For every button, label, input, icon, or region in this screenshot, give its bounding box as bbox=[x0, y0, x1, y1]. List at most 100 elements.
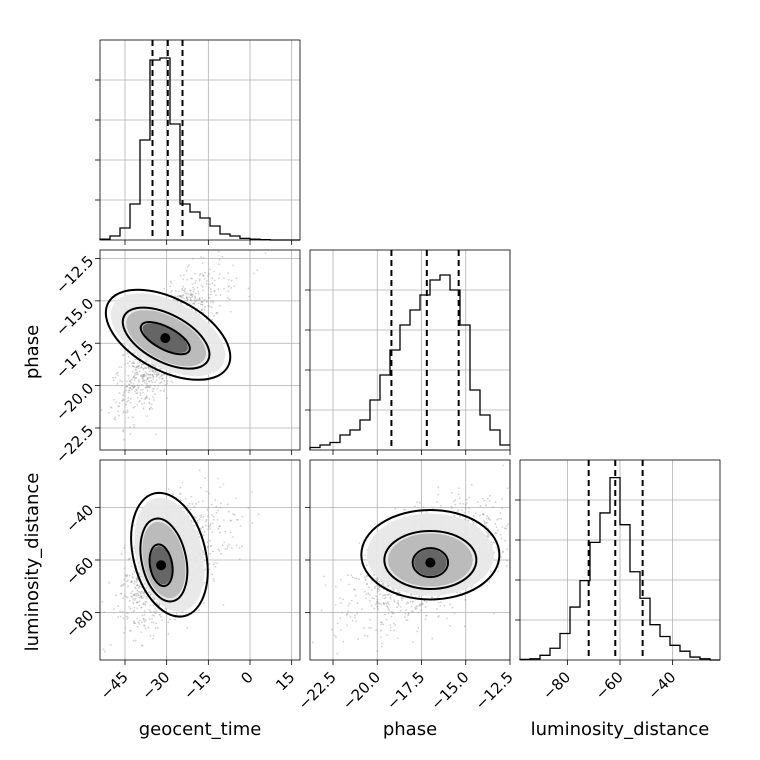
sample-point bbox=[489, 534, 492, 536]
sample-point bbox=[152, 388, 154, 390]
sample-point bbox=[137, 379, 140, 381]
sample-point bbox=[148, 609, 151, 612]
sample-point bbox=[137, 367, 140, 369]
sample-point bbox=[382, 594, 385, 597]
sample-point bbox=[122, 354, 124, 357]
sample-point bbox=[235, 277, 238, 280]
sample-point bbox=[505, 527, 507, 530]
sample-point bbox=[476, 501, 479, 503]
sample-point bbox=[117, 616, 120, 618]
sample-point bbox=[217, 509, 220, 512]
sample-point bbox=[187, 293, 190, 295]
sample-point bbox=[370, 627, 372, 629]
sample-point bbox=[149, 610, 152, 613]
sample-point bbox=[396, 637, 399, 640]
sample-point bbox=[502, 464, 505, 467]
sample-point bbox=[377, 578, 379, 581]
sample-point bbox=[136, 617, 139, 620]
sample-point bbox=[138, 572, 140, 575]
sample-point bbox=[154, 371, 157, 373]
sample-point bbox=[194, 300, 197, 302]
sample-point bbox=[140, 365, 143, 368]
sample-point bbox=[257, 513, 260, 516]
sample-point bbox=[370, 604, 373, 607]
sample-point bbox=[386, 634, 388, 636]
sample-point bbox=[154, 385, 156, 388]
sample-point bbox=[216, 562, 219, 565]
sample-point bbox=[453, 514, 456, 517]
sample-point bbox=[190, 277, 193, 280]
sample-point bbox=[185, 297, 188, 299]
sample-point bbox=[224, 530, 227, 533]
sample-point bbox=[384, 597, 387, 599]
sample-point bbox=[137, 373, 139, 376]
sample-point bbox=[143, 620, 146, 623]
sample-point bbox=[149, 373, 152, 376]
xlabel-phase: phase bbox=[383, 719, 437, 740]
sample-point bbox=[339, 578, 342, 581]
sample-point bbox=[482, 513, 485, 516]
sample-point bbox=[348, 583, 350, 586]
pair-geocent_time-luminosity_distance-density-peak bbox=[156, 560, 167, 571]
sample-point bbox=[122, 584, 124, 587]
sample-point bbox=[157, 384, 160, 387]
sample-point bbox=[232, 264, 234, 267]
sample-point bbox=[409, 600, 412, 603]
sample-point bbox=[104, 650, 106, 653]
sample-point bbox=[133, 547, 135, 550]
sample-point bbox=[144, 619, 147, 622]
sample-point bbox=[130, 581, 133, 584]
sample-point bbox=[150, 403, 153, 406]
sample-point bbox=[149, 376, 151, 379]
sample-point bbox=[416, 630, 419, 633]
sample-point bbox=[487, 533, 490, 535]
sample-point bbox=[133, 362, 135, 364]
sample-point bbox=[212, 301, 215, 303]
sample-point bbox=[170, 291, 172, 294]
sample-point bbox=[353, 588, 356, 591]
sample-point bbox=[198, 297, 201, 299]
sample-point bbox=[127, 579, 129, 582]
pair-phase-luminosity_distance-density-peak bbox=[425, 557, 436, 568]
sample-point bbox=[364, 576, 366, 578]
sample-point bbox=[108, 581, 111, 584]
sample-point bbox=[133, 385, 136, 388]
sample-point bbox=[129, 380, 132, 382]
sample-point bbox=[135, 389, 138, 392]
sample-point bbox=[392, 622, 395, 625]
hist-geocent_time-frame bbox=[99, 39, 301, 241]
sample-point bbox=[139, 399, 141, 402]
sample-point bbox=[502, 550, 504, 553]
sample-point bbox=[190, 495, 193, 498]
sample-point bbox=[156, 626, 159, 629]
sample-point bbox=[115, 372, 118, 375]
sample-point bbox=[389, 597, 392, 600]
sample-point bbox=[139, 595, 142, 597]
sample-point bbox=[129, 386, 132, 389]
ylabel-luminosity_distance: luminosity_distance bbox=[22, 473, 43, 652]
sample-point bbox=[218, 277, 220, 279]
sample-point bbox=[366, 583, 368, 585]
sample-point bbox=[408, 612, 410, 615]
sample-point bbox=[126, 409, 129, 412]
sample-point bbox=[363, 627, 365, 629]
sample-point bbox=[146, 378, 149, 381]
sample-point bbox=[499, 511, 502, 514]
sample-point bbox=[201, 262, 204, 265]
sample-point bbox=[486, 515, 489, 517]
sample-point bbox=[468, 507, 471, 509]
sample-point bbox=[152, 371, 155, 374]
sample-point bbox=[204, 477, 207, 480]
sample-point bbox=[368, 626, 371, 629]
sample-point bbox=[206, 508, 209, 511]
sample-point bbox=[424, 618, 427, 620]
sample-point bbox=[186, 512, 189, 514]
sample-point bbox=[189, 508, 192, 511]
sample-point bbox=[342, 598, 344, 601]
sample-point bbox=[195, 516, 198, 519]
sample-point bbox=[146, 397, 148, 399]
sample-point bbox=[419, 604, 422, 607]
sample-point bbox=[465, 502, 468, 505]
sample-point bbox=[121, 380, 123, 383]
sample-point bbox=[186, 298, 189, 301]
